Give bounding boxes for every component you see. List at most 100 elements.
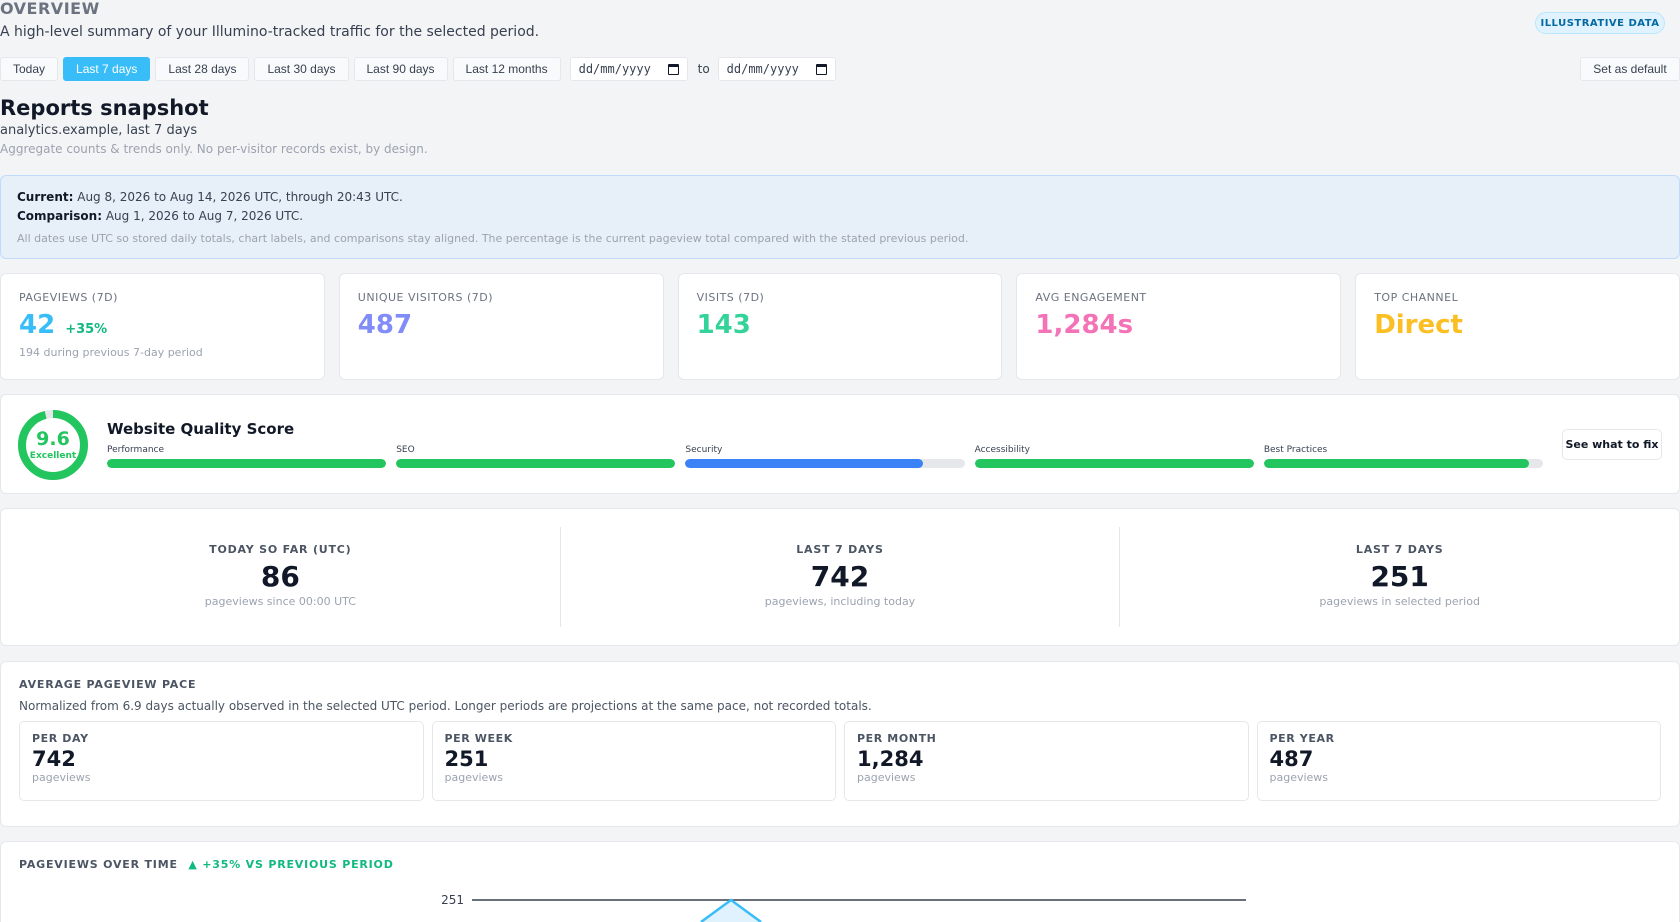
date-from-input[interactable]: dd/mm/yyyy xyxy=(569,57,688,81)
quality-bar-fill xyxy=(1263,459,1530,468)
kpi-card-unique-visitors: UNIQUE VISITORS (7D) 487 xyxy=(338,273,664,380)
kpi-subtext: 194 during previous 7-day period xyxy=(19,346,203,359)
pageviews-chart: 251 xyxy=(441,893,1246,922)
snapshot-domain: analytics.example, last 7 days xyxy=(0,123,198,138)
score-ring-fill xyxy=(18,410,88,480)
quality-bar-seo: SEO xyxy=(396,445,676,468)
trend-title-row: PAGEVIEWS OVER TIME ▲ +35% VS PREVIOUS P… xyxy=(19,858,1661,871)
trend-title: PAGEVIEWS OVER TIME xyxy=(19,858,178,871)
quality-bar-fill xyxy=(974,459,1254,468)
range-today-button[interactable]: Today xyxy=(0,57,59,81)
quality-bar-security: Security xyxy=(685,445,965,468)
pace-title: AVERAGE PAGEVIEW PACE xyxy=(19,678,197,691)
range-last-90-days-button[interactable]: Last 90 days xyxy=(353,57,448,81)
pageviews-over-time-card: PAGEVIEWS OVER TIME ▲ +35% VS PREVIOUS P… xyxy=(0,841,1680,922)
kpi-value: 143 xyxy=(697,310,984,340)
stat-value: 251 xyxy=(1370,560,1429,593)
range-last-28-days-button[interactable]: Last 28 days xyxy=(155,57,250,81)
comparison-period-label: Comparison: xyxy=(17,209,103,223)
stat-today-so-far: TODAY SO FAR (UTC) 86 pageviews since 00… xyxy=(1,527,560,627)
quality-bar-track xyxy=(396,459,676,468)
kpi-value: 1,284s xyxy=(1035,310,1322,340)
current-period-line: Current: Aug 8, 2026 to Aug 14, 2026 UTC… xyxy=(17,190,1663,209)
date-from-placeholder: dd/mm/yyyy xyxy=(578,62,651,76)
kpi-card-pageviews: PAGEVIEWS (7D) 42 +35% 194 during previo… xyxy=(0,273,325,380)
quality-bar-track xyxy=(107,459,387,468)
quality-bar-performance: Performance xyxy=(107,445,387,468)
stat-label: LAST 7 DAYS xyxy=(1355,543,1444,556)
quality-bar-fill xyxy=(685,459,923,468)
kpi-value-number: Direct xyxy=(1374,310,1463,340)
set-as-default-button[interactable]: Set as default xyxy=(1580,57,1680,81)
quality-bar-label: Security xyxy=(685,445,723,455)
kpi-value: Direct xyxy=(1374,310,1661,340)
pace-card-value: 487 xyxy=(1269,747,1314,771)
snapshot-stats-card: TODAY SO FAR (UTC) 86 pageviews since 00… xyxy=(0,508,1680,646)
quality-bar-label: Performance xyxy=(107,445,165,455)
kpi-label: VISITS (7D) xyxy=(696,291,765,304)
website-quality-card: 9.6 Excellent Website Quality Score Perf… xyxy=(0,394,1680,494)
pace-card-value: 742 xyxy=(32,747,76,771)
quality-bar-label: SEO xyxy=(396,445,415,455)
quality-bar-track xyxy=(685,459,965,468)
range-last-30-days-button[interactable]: Last 30 days xyxy=(254,57,349,81)
range-last-12-months-button[interactable]: Last 12 months xyxy=(452,57,561,81)
stat-subtext: pageviews, including today xyxy=(764,595,916,608)
page-subtitle: A high-level summary of your Illumino-tr… xyxy=(0,24,540,40)
quality-bar-track xyxy=(974,459,1254,468)
kpi-delta: +35% xyxy=(65,322,108,337)
pace-card-per-week: PER WEEK 251 pageviews xyxy=(431,721,836,801)
pace-card-value: 251 xyxy=(444,747,489,771)
calendar-icon[interactable] xyxy=(815,63,827,75)
kpi-card-avg-engagement: AVG ENGAGEMENT 1,284s xyxy=(1016,273,1342,380)
kpi-value-number: 1,284s xyxy=(1035,310,1134,340)
kpi-value-number: 42 xyxy=(19,310,56,340)
comparison-period-line: Comparison: Aug 1, 2026 to Aug 7, 2026 U… xyxy=(17,209,1663,228)
page-title: OVERVIEW xyxy=(0,0,100,18)
current-period-value: Aug 8, 2026 to Aug 14, 2026 UTC, through… xyxy=(77,190,403,204)
pace-card-unit: pageviews xyxy=(857,771,916,784)
stat-subtext: pageviews in selected period xyxy=(1319,595,1480,608)
stat-subtext: pageviews since 00:00 UTC xyxy=(204,595,356,608)
stat-label: TODAY SO FAR (UTC) xyxy=(209,543,352,556)
range-last-7-days-button[interactable]: Last 7 days xyxy=(63,57,151,81)
series-line xyxy=(700,898,762,922)
snapshot-title: Reports snapshot xyxy=(0,96,209,120)
pace-card-label: PER YEAR xyxy=(1269,732,1335,745)
quality-bar-track xyxy=(1263,459,1544,468)
comparison-period-value: Aug 1, 2026 to Aug 7, 2026 UTC. xyxy=(105,209,304,223)
quality-bars: Performance SEO Security Accessibility B… xyxy=(107,445,1544,468)
kpi-label: AVG ENGAGEMENT xyxy=(1035,291,1147,304)
see-what-to-fix-button[interactable]: See what to fix xyxy=(1562,429,1662,460)
current-period-label: Current: xyxy=(17,190,74,204)
quality-score-word: Excellent xyxy=(29,451,77,461)
pace-card-value: 1,284 xyxy=(857,747,924,771)
kpi-label: TOP CHANNEL xyxy=(1374,291,1459,304)
date-to-placeholder: dd/mm/yyyy xyxy=(726,62,799,76)
pace-description: Normalized from 6.9 days actually observ… xyxy=(19,699,872,713)
quality-bar-best-practices: Best Practices xyxy=(1263,445,1544,468)
pace-card-label: PER MONTH xyxy=(857,732,937,745)
calendar-icon[interactable] xyxy=(667,63,679,75)
period-footnote: All dates use UTC so stored daily totals… xyxy=(17,232,969,245)
date-range-to-label: to xyxy=(697,62,710,76)
stat-last-7-days-selected: LAST 7 DAYS 251 pageviews in selected pe… xyxy=(1119,527,1679,627)
period-info-box: Current: Aug 8, 2026 to Aug 14, 2026 UTC… xyxy=(0,175,1680,259)
kpi-card-top-channel: TOP CHANNEL Direct xyxy=(1355,273,1680,380)
pace-card-unit: pageviews xyxy=(1269,771,1329,784)
pace-card-unit: pageviews xyxy=(444,771,504,784)
kpi-row: PAGEVIEWS (7D) 42 +35% 194 during previo… xyxy=(0,273,1680,380)
kpi-label: PAGEVIEWS (7D) xyxy=(19,291,118,304)
date-to-input[interactable]: dd/mm/yyyy xyxy=(717,57,836,81)
pace-card-unit: pageviews xyxy=(32,771,91,784)
kpi-label: UNIQUE VISITORS (7D) xyxy=(357,291,494,304)
quality-bar-label: Accessibility xyxy=(974,445,1030,455)
date-range-bar: Today Last 7 days Last 28 days Last 30 d… xyxy=(0,57,836,81)
illustrative-data-badge: ILLUSTRATIVE DATA xyxy=(1535,12,1665,34)
pageview-pace-card: AVERAGE PAGEVIEW PACE Normalized from 6.… xyxy=(0,661,1680,827)
pace-card-label: PER WEEK xyxy=(444,732,513,745)
kpi-card-visits: VISITS (7D) 143 xyxy=(677,273,1003,380)
quality-title: Website Quality Score xyxy=(107,420,295,438)
quality-score-value: 9.6 xyxy=(36,428,70,450)
stat-last-7-days-including-today: LAST 7 DAYS 742 pageviews, including tod… xyxy=(559,527,1120,627)
